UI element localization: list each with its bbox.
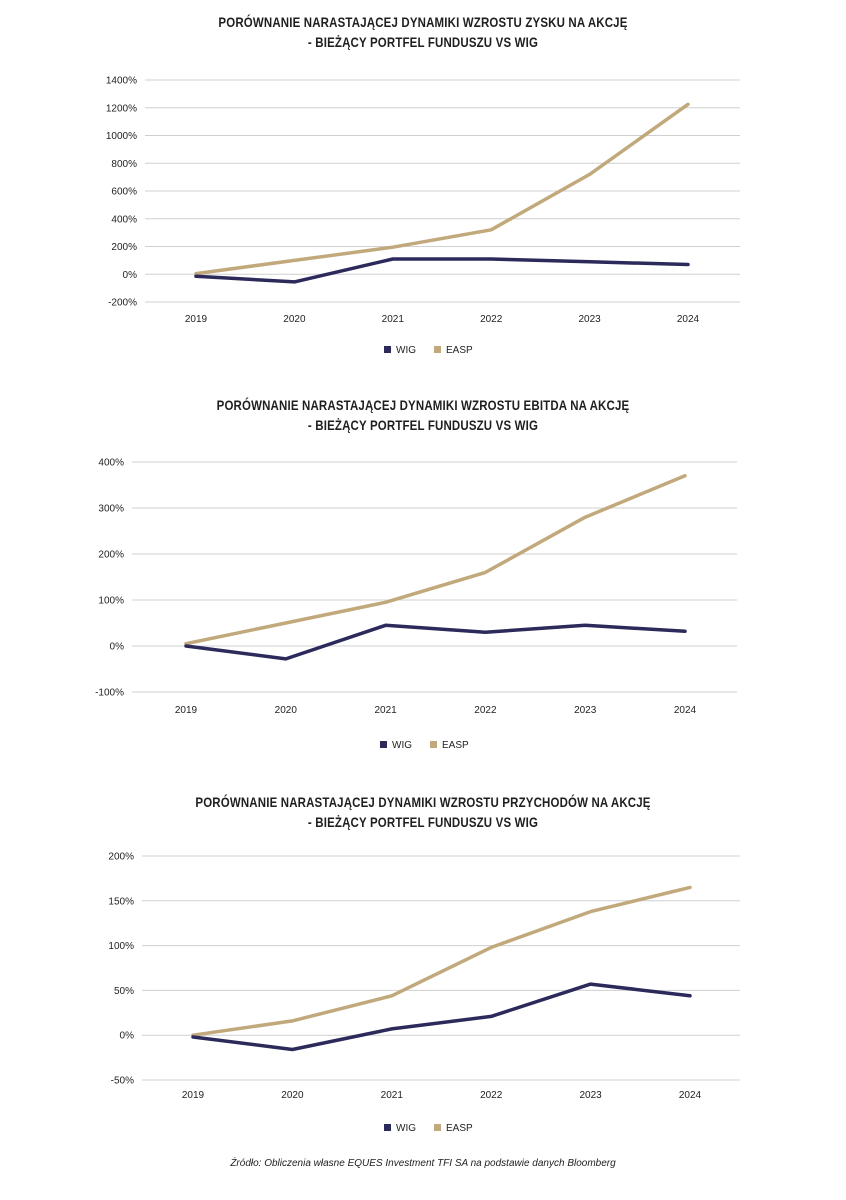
y-tick-label: 200% <box>111 242 137 253</box>
y-tick-label: 200% <box>98 550 124 561</box>
x-tick-label: 2021 <box>382 314 405 325</box>
y-tick-label: 400% <box>111 214 137 225</box>
x-tick-label: 2022 <box>474 705 497 716</box>
y-tick-label: 600% <box>111 187 137 198</box>
x-tick-label: 2023 <box>578 314 601 325</box>
y-tick-label: 50% <box>114 986 134 997</box>
x-tick-label: 2020 <box>275 705 298 716</box>
legend-swatch-easp <box>434 346 441 353</box>
chart-title-line-1: PORÓWNANIE NARASTAJĄCEJ DYNAMIKI WZROSTU… <box>216 397 630 413</box>
legend-label-easp: EASP <box>442 740 469 751</box>
chart-revenue-plot: -50% 0% 50% 100% 150% 200% 2019 2020 2021 2022 202… <box>108 852 740 1134</box>
y-tick-label: 1200% <box>106 103 137 114</box>
y-tick-label: -50% <box>111 1076 134 1087</box>
chart-title: PORÓWNANIE NARASTAJĄCEJ DYNAMIKI WZROSTU… <box>76 395 770 435</box>
y-tick-label: 400% <box>98 458 124 469</box>
chart-title-line-2: - BIEŻĄCY PORTFEL FUNDUSZU VS WIG <box>307 34 539 50</box>
legend-label-wig: WIG <box>392 740 412 751</box>
chart-title-line-2: - BIEŻĄCY PORTFEL FUNDUSZU VS WIG <box>307 417 539 433</box>
series-line-wig <box>191 982 692 1052</box>
x-tick-label: 2020 <box>281 1090 304 1101</box>
y-tick-label: 0% <box>110 642 125 653</box>
x-tick-label: 2021 <box>381 1090 404 1101</box>
x-tick-label: 2019 <box>185 314 208 325</box>
x-tick-label: 2019 <box>182 1090 205 1101</box>
series-line-easp <box>184 474 687 646</box>
x-tick-label: 2022 <box>480 314 503 325</box>
y-tick-label: 100% <box>98 596 124 607</box>
x-tick-label: 2024 <box>674 705 697 716</box>
x-tick-label: 2022 <box>480 1090 503 1101</box>
y-tick-label: -100% <box>95 688 124 699</box>
legend-label-easp: EASP <box>446 345 473 356</box>
x-tick-label: 2024 <box>679 1090 702 1101</box>
legend-swatch-easp <box>430 741 437 748</box>
series-line-easp <box>191 885 692 1037</box>
chart-title: PORÓWNANIE NARASTAJĄCEJ DYNAMIKI WZROSTU… <box>76 792 770 832</box>
series-line-easp <box>194 102 690 276</box>
chart-ebitda-plot: -100% 0% 100% 200% 300% 400% 2019 2020 2021 2022 2… <box>95 458 737 751</box>
series-line-wig <box>194 257 690 284</box>
x-tick-label: 2019 <box>175 705 198 716</box>
y-tick-label: 200% <box>108 852 134 863</box>
legend-swatch-wig <box>384 346 391 353</box>
y-tick-label: 300% <box>98 504 124 515</box>
y-tick-label: 0% <box>120 1031 135 1042</box>
y-tick-label: 800% <box>111 159 137 170</box>
legend-label-wig: WIG <box>396 345 416 356</box>
y-tick-label: 1400% <box>106 76 137 87</box>
x-tick-label: 2024 <box>677 314 700 325</box>
y-tick-label: 150% <box>108 896 134 907</box>
y-tick-label: 1000% <box>106 131 137 142</box>
x-tick-label: 2023 <box>574 705 597 716</box>
chart-title-line-1: PORÓWNANIE NARASTAJĄCEJ DYNAMIKI WZROSTU… <box>195 794 651 810</box>
chart-title-line-2: - BIEŻĄCY PORTFEL FUNDUSZU VS WIG <box>307 814 539 830</box>
chart-eps-plot: -200% 0% 200% 400% 600% 800% 1000% 1200% 1400% 20… <box>106 76 740 356</box>
chart-title: PORÓWNANIE NARASTAJĄCEJ DYNAMIKI WZROSTU… <box>76 12 770 52</box>
legend-swatch-wig <box>380 741 387 748</box>
series-line-wig <box>184 623 687 661</box>
legend-swatch-easp <box>434 1124 441 1131</box>
legend-swatch-wig <box>384 1124 391 1131</box>
x-tick-label: 2023 <box>579 1090 602 1101</box>
y-tick-label: 0% <box>123 270 138 281</box>
x-tick-label: 2020 <box>283 314 306 325</box>
y-tick-label: 100% <box>108 941 134 952</box>
chart-title-line-1: PORÓWNANIE NARASTAJĄCEJ DYNAMIKI WZROSTU… <box>218 14 628 30</box>
legend-label-wig: WIG <box>396 1123 416 1134</box>
y-tick-label: -200% <box>108 298 137 309</box>
source-note: Źródło: Obliczenia własne EQUES Investme… <box>230 1158 616 1169</box>
legend-label-easp: EASP <box>446 1123 473 1134</box>
x-tick-label: 2021 <box>374 705 397 716</box>
